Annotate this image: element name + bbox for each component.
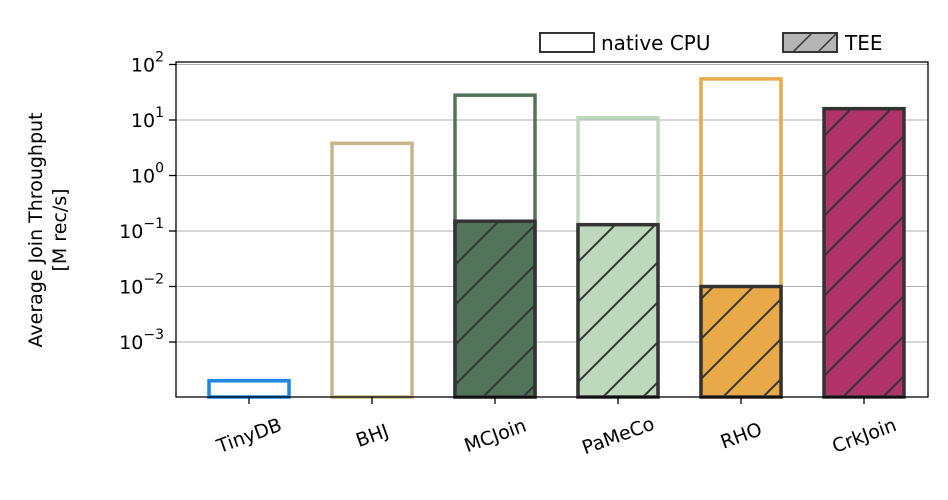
legend: native CPU TEE <box>539 31 883 55</box>
bar-native-bhj <box>330 141 414 399</box>
legend-swatch-tee-hatch-2 <box>817 32 838 53</box>
gridlines <box>176 63 928 343</box>
x-tick-label-pameco: PaMeCo <box>579 413 657 459</box>
legend-swatch-native-cpu <box>539 32 595 53</box>
bars <box>207 77 906 399</box>
bar-tee-mcjoin <box>453 219 537 399</box>
y-tick-label-4: 101 <box>131 105 164 132</box>
legend-swatch-tee-hatch-1 <box>792 32 813 53</box>
x-tick-label-mcjoin: MCJoin <box>461 415 529 458</box>
bar-tee-crkjoin <box>822 106 906 399</box>
y-tick-label-0: 10−3 <box>119 327 164 354</box>
y-tick-label-1: 10−2 <box>119 272 164 299</box>
y-tick-label-2: 10−1 <box>119 216 164 243</box>
x-tick-label-tinydb: TinyDB <box>213 414 285 458</box>
x-tick-label-rho: RHO <box>718 418 765 453</box>
y-axis-label-line-1: Average Join Throughput <box>25 112 47 347</box>
y-axis-label: Average Join Throughput [M rec/s] <box>25 112 71 347</box>
legend-label-native-cpu: native CPU <box>601 31 711 55</box>
legend-label-tee: TEE <box>844 31 883 55</box>
plot-frame <box>175 61 929 398</box>
x-tick-label-bhj: BHJ <box>353 420 391 452</box>
y-tick-label-5: 102 <box>131 50 164 77</box>
y-tick-label-3: 100 <box>131 161 164 188</box>
x-axis-ticks: TinyDB BHJ MCJoin PaMeCo RHO CrkJoin <box>213 397 899 459</box>
x-tick-label-crkjoin: CrkJoin <box>829 414 899 457</box>
bar-native-tinydb <box>207 379 291 399</box>
y-axis-label-line-2: [M rec/s] <box>49 188 71 271</box>
y-axis-ticks: 10−3 10−2 10−1 100 101 102 <box>119 50 176 354</box>
bar-tee-rho <box>699 284 783 399</box>
bar-tee-pameco <box>576 222 660 399</box>
